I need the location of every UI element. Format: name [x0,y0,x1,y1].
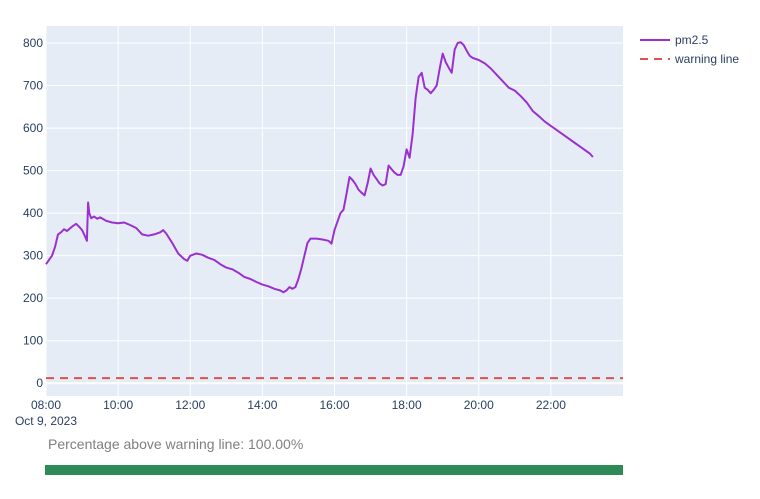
x-tick-label: 10:00 [103,398,133,412]
x-tick-label: 20:00 [464,398,494,412]
legend-item[interactable]: pm2.5 [640,33,709,47]
x-axis-ticks: 08:00 10:00 12:00 14:00 16:00 18:00 20:00 22:00 [31,398,566,412]
line-chart: 0 100 200 300 400 500 600 700 800 08:00 10:00 12:0… [15,26,739,428]
percentage-summary-text: Percentage above warning line: 100.00% [48,436,304,452]
percentage-progress-bar [45,465,623,475]
x-axis-date-label: Oct 9, 2023 [15,414,77,428]
legend-label: pm2.5 [675,33,709,47]
legend-item[interactable]: warning line [640,52,739,66]
y-tick-label: 600 [23,121,43,135]
series-layer [45,41,623,380]
x-tick-label: 08:00 [31,398,61,412]
x-tick-label: 18:00 [392,398,422,412]
x-tick-label: 16:00 [319,398,349,412]
y-tick-label: 300 [23,249,43,263]
y-tick-label: 500 [23,164,43,178]
grid-lines [45,26,623,396]
x-tick-label: 22:00 [536,398,566,412]
percentage-progress-fill [45,465,623,475]
series-line-pm2-5 [45,41,594,294]
y-tick-label: 700 [23,79,43,93]
legend-label: warning line [674,52,739,66]
x-tick-label: 12:00 [175,398,205,412]
y-tick-label: 800 [23,36,43,50]
legend[interactable]: pm2.5 warning line [640,33,739,66]
y-tick-label: 400 [23,206,43,220]
y-tick-label: 100 [23,334,43,348]
y-axis-ticks: 0 100 200 300 400 500 600 700 800 [23,36,43,390]
x-tick-label: 14:00 [247,398,277,412]
y-tick-label: 200 [23,291,43,305]
y-tick-label: 0 [36,376,43,390]
